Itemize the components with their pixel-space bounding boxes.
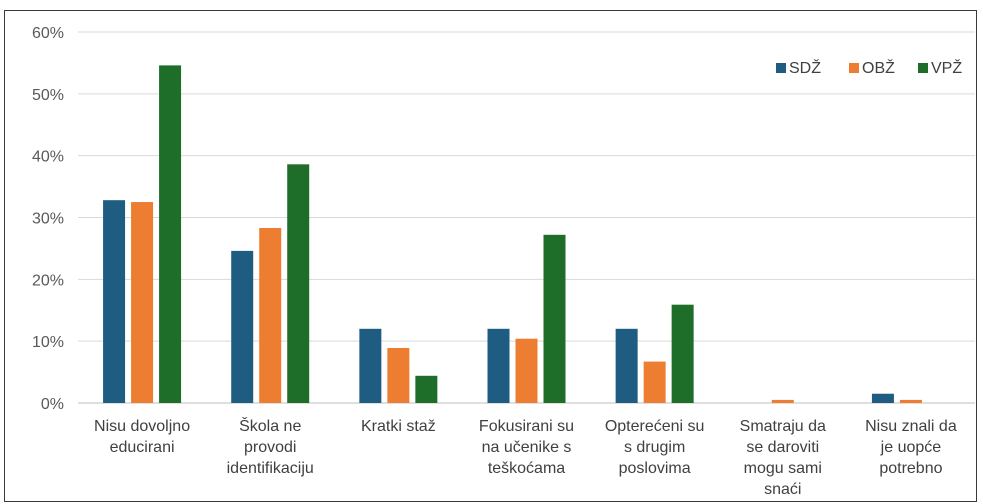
y-tick-label: 50% (32, 87, 64, 104)
category-label: Nisu dovoljno educirani (94, 418, 190, 456)
bar-obž (643, 361, 666, 403)
y-tick-label: 20% (32, 272, 64, 289)
y-tick-label: 30% (32, 211, 64, 228)
bar-sdž (103, 200, 126, 403)
y-tick-label: 40% (32, 149, 64, 166)
category-label-line: snaći (764, 481, 801, 498)
bar-vpž (415, 375, 438, 403)
category-label-line: potrebno (879, 460, 942, 477)
bar-obž (771, 399, 794, 403)
bar-obž (515, 338, 538, 403)
category-label-line: s drugim (624, 439, 685, 456)
category-label-line: identifikaciju (227, 460, 314, 477)
bar-obž (899, 399, 922, 403)
category-label-line: Nisu znali da (865, 418, 957, 435)
category-label: Škola ne provodi identifikaciju (227, 416, 314, 477)
bar-obž (131, 202, 154, 403)
category-label: Fokusirani su na učenike s teškoćama (479, 418, 574, 477)
y-tick-label: 10% (32, 334, 64, 351)
category-label-line: educirani (110, 439, 175, 456)
category-label-line: mogu sami (744, 460, 822, 477)
legend-label: SDŽ (789, 58, 821, 77)
bar-sdž (871, 393, 894, 403)
bar-obž (387, 347, 410, 403)
category-label: Kratki staž (361, 418, 436, 435)
y-tick-label: 0% (41, 396, 64, 413)
category-label-line: Škola ne (239, 416, 301, 435)
category-label-line: se daroviti (746, 439, 819, 456)
bar-sdž (487, 328, 510, 403)
category-label-line: je uopće (880, 439, 942, 456)
category-label: Opterećeni su s drugim poslovima (605, 418, 705, 477)
bar-sdž (615, 328, 638, 403)
category-label-line: provodi (244, 439, 296, 456)
legend-label: VPŽ (931, 58, 962, 77)
category-label-line: na učenike s (482, 439, 572, 456)
legend-swatch-vpž (918, 63, 928, 73)
bar-sdž (231, 250, 254, 403)
legend-swatch-obž (849, 63, 859, 73)
bar-sdž (359, 328, 382, 403)
category-label-line: Kratki staž (361, 418, 436, 435)
bar-vpž (671, 304, 694, 403)
bar-vpž (159, 65, 182, 403)
bar-vpž (543, 234, 566, 403)
category-label: Nisu znali da je uopće potrebno (865, 418, 957, 477)
bar-obž (259, 228, 282, 403)
category-label-line: Smatraju da (740, 418, 826, 435)
category-label-line: teškoćama (488, 460, 565, 477)
category-label-line: Opterećeni su (605, 418, 705, 435)
category-label-line: Nisu dovoljno (94, 418, 190, 435)
category-label-line: poslovima (619, 460, 691, 477)
category-label-line: Fokusirani su (479, 418, 574, 435)
category-label: Smatraju da se daroviti mogu sami snaći (740, 418, 826, 498)
bar-vpž (287, 164, 310, 403)
y-tick-label: 60% (32, 25, 64, 42)
legend-swatch-sdž (776, 63, 786, 73)
legend-label: OBŽ (862, 58, 895, 77)
